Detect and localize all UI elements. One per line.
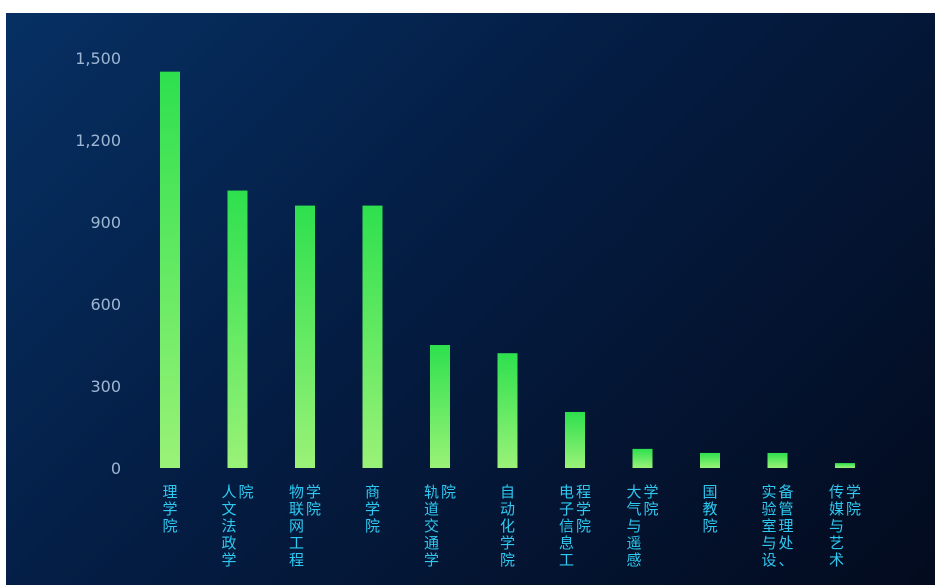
- category-label-column: 轨道交通学: [424, 483, 439, 569]
- category-label-column: 商学院: [365, 483, 380, 535]
- bar: [835, 463, 855, 468]
- y-tick-label: 900: [90, 213, 121, 232]
- y-tick-label: 1,500: [75, 49, 121, 68]
- category-label: 商学院: [365, 483, 380, 535]
- bar: [700, 452, 720, 468]
- bar: [565, 411, 585, 468]
- category-label-column: 学院: [643, 483, 658, 518]
- category-label-column: 物联网工程: [289, 483, 304, 569]
- category-label-column: 学院: [846, 483, 861, 518]
- bar: [430, 345, 450, 468]
- bar: [362, 205, 383, 468]
- category-label: 理学院: [162, 483, 177, 535]
- y-tick-label: 600: [90, 295, 121, 314]
- bar: [227, 190, 248, 469]
- category-label-column: 学院: [306, 483, 321, 518]
- category-label: 国教院: [702, 483, 717, 535]
- bar: [295, 205, 315, 468]
- y-tick-label: 0: [111, 459, 121, 478]
- category-label-column: 院: [441, 483, 456, 501]
- bar: [767, 452, 788, 468]
- category-label-column: 传媒与艺术: [829, 483, 844, 569]
- category-label-column: 实验室与设: [761, 483, 776, 569]
- category-label-column: 人文法政学: [221, 483, 236, 569]
- category-label-column: 理学院: [162, 483, 177, 535]
- category-label-column: 程学院: [576, 483, 591, 535]
- bar: [497, 353, 518, 468]
- category-label-column: 国教院: [702, 483, 717, 535]
- category-label-column: 院: [238, 483, 253, 501]
- category-label-column: 自动化学院: [500, 483, 515, 569]
- bar: [160, 71, 180, 468]
- bars: [160, 71, 855, 469]
- y-tick-label: 1,200: [75, 131, 121, 150]
- y-tick-label: 300: [90, 377, 121, 396]
- bar: [632, 448, 653, 468]
- category-label-column: 电子信息工: [559, 483, 574, 569]
- chart-panel: 0 300 600 900 1,200 1,500 理学院 人文法政学院物联网工程 学院 商学院…: [6, 13, 935, 585]
- y-axis-labels: 0 300 600 900 1,200 1,500: [75, 49, 121, 478]
- category-label-column: 大气与遥感: [626, 483, 641, 569]
- category-label: 自动化学院: [500, 483, 515, 569]
- category-label-column: 备管理处、: [778, 483, 793, 569]
